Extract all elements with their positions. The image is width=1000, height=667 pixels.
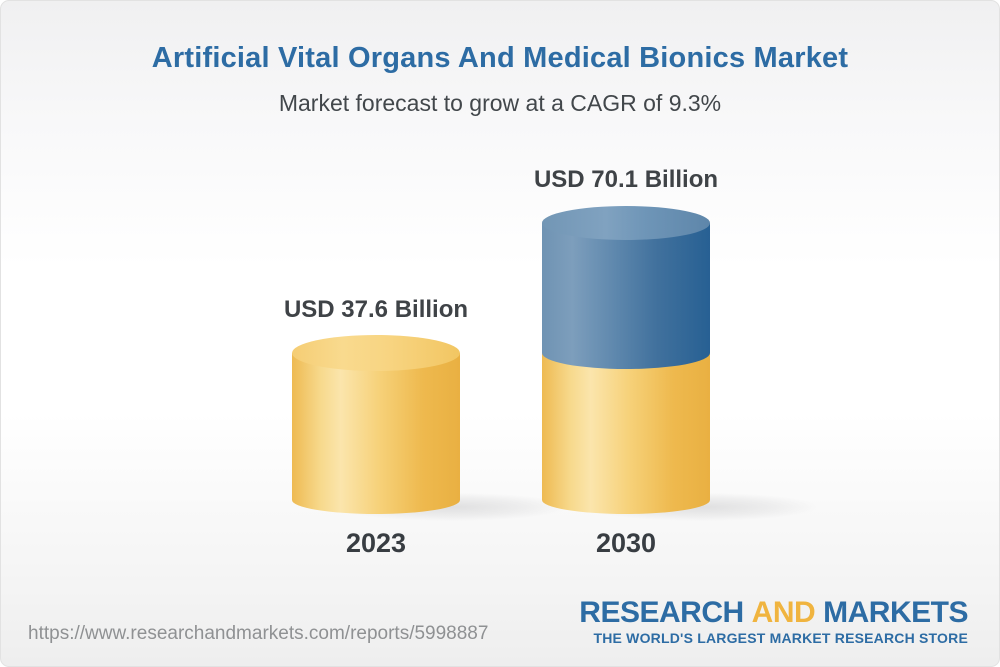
research-and-markets-logo: RESEARCH AND MARKETS THE WORLD'S LARGEST M…	[579, 596, 968, 646]
bar-2023-cylinder-top	[292, 335, 460, 371]
logo-tagline: THE WORLD'S LARGEST MARKET RESEARCH STOR…	[593, 630, 968, 646]
logo-word-markets: MARKETS	[823, 596, 968, 629]
page-title: Artificial Vital Organs And Medical Bion…	[151, 42, 849, 74]
bar-2030-growth-segment	[542, 223, 710, 369]
page-subtitle: Market forecast to grow at a CAGR of 9.3…	[278, 90, 722, 116]
logo-wordmark: RESEARCH AND MARKETS	[579, 596, 968, 629]
value-label-2023: USD 37.6 Billion	[283, 296, 469, 323]
axis-label-2030: 2030	[595, 528, 657, 558]
value-label-2030: USD 70.1 Billion	[533, 166, 719, 193]
bar-2030-base-segment	[542, 353, 710, 514]
bar-2023-cylinder	[292, 353, 460, 514]
report-url: https://www.researchandmarkets.com/repor…	[28, 623, 489, 644]
axis-label-2023: 2023	[345, 528, 407, 558]
logo-word-and: AND	[751, 596, 816, 629]
logo-word-research: RESEARCH	[579, 596, 744, 629]
bar-2030-cylinder-top	[542, 206, 710, 240]
